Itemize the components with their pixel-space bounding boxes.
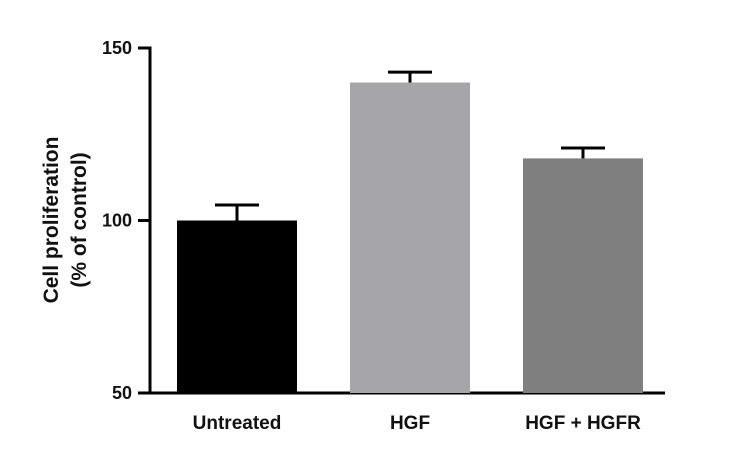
error-bars <box>215 70 605 221</box>
bar-untreated <box>177 220 297 393</box>
y-axis-title-line-2: (% of control) <box>68 152 91 287</box>
bar-hgf-hgfr <box>523 158 643 393</box>
bars <box>177 82 643 393</box>
y-tick-label: 150 <box>102 38 132 58</box>
x-tick-label: HGF <box>390 413 430 434</box>
y-axis-title-line-1: Cell proliferation <box>40 137 63 304</box>
bar-hgf <box>350 82 470 393</box>
x-tick-label: Untreated <box>193 413 282 434</box>
y-ticks: 50 100 150 <box>102 38 150 403</box>
x-tick-label: HGF + HGFR <box>525 413 641 434</box>
y-axis-title: Cell proliferation (% of control) <box>40 137 91 304</box>
x-tick-labels: Untreated HGF HGF + HGFR <box>193 413 641 434</box>
y-tick-label: 100 <box>102 211 132 231</box>
y-tick-label: 50 <box>112 383 132 403</box>
